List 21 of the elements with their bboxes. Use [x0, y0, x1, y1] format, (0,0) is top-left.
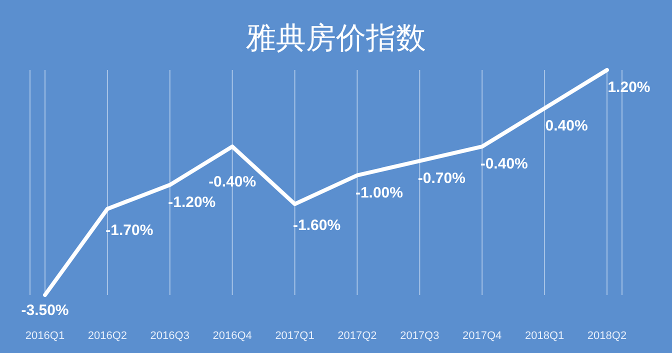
chart-title: 雅典房价指数	[245, 20, 427, 58]
x-tick-label: 2018Q1	[524, 330, 564, 342]
x-tick-label: 2017Q3	[400, 330, 440, 342]
data-label: -1.60%	[293, 217, 341, 234]
data-label: -1.20%	[168, 194, 216, 211]
data-label: -1.70%	[106, 222, 154, 239]
x-tick-label: 2017Q1	[275, 330, 314, 342]
x-tick-label: 2016Q3	[150, 330, 190, 342]
x-tick-label: 2017Q4	[462, 330, 502, 342]
data-label: -0.70%	[418, 170, 466, 187]
data-label: -0.40%	[208, 174, 256, 191]
data-label: -3.50%	[21, 302, 69, 319]
data-label: 0.40%	[545, 117, 588, 134]
x-tick-label: 2016Q1	[25, 330, 65, 342]
x-tick-label: 2016Q4	[212, 330, 252, 342]
data-label: -1.00%	[355, 184, 403, 202]
x-tick-label: 2017Q2	[338, 330, 377, 342]
data-label: 1.20%	[608, 79, 650, 96]
x-tick-label: 2018Q2	[587, 330, 627, 342]
data-label: -0.40%	[480, 156, 528, 173]
x-tick-label: 2016Q2	[88, 330, 128, 342]
